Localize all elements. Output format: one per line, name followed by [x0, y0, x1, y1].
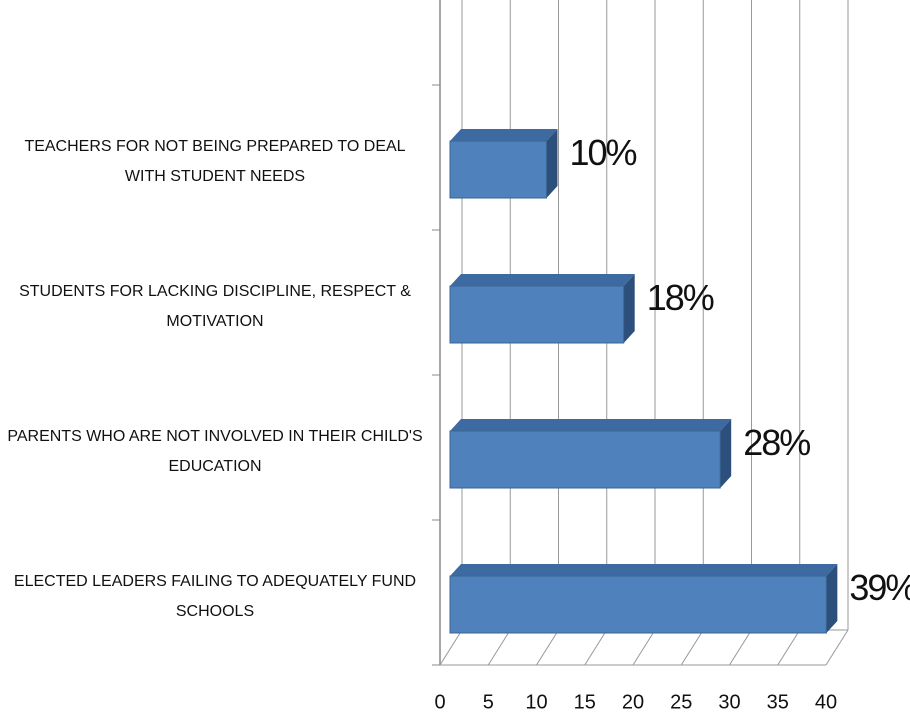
- bar-top: [450, 419, 732, 431]
- category-label: ELECTED LEADERS FAILING TO ADEQUATELY FU…: [13, 572, 417, 620]
- floor-grid-line: [680, 629, 704, 666]
- bar-top: [450, 129, 558, 141]
- bar-side: [826, 564, 838, 633]
- floor-grid-line: [536, 629, 559, 666]
- category-label: STUDENTS FOR LACKING DISCIPLINE, RESPECT…: [19, 282, 411, 330]
- data-label: 39%: [849, 567, 910, 608]
- floor-grid-line: [584, 629, 608, 666]
- category-label: TEACHERS FOR NOT BEING PREPARED TO DEAL …: [24, 137, 406, 185]
- x-tick-label: 30: [718, 691, 740, 713]
- x-tick-label: 35: [767, 691, 789, 713]
- data-label: 10%: [570, 132, 637, 173]
- x-tick-label: 20: [622, 691, 644, 713]
- bar-side: [623, 274, 635, 343]
- x-tick-label: 25: [670, 691, 692, 713]
- floor-grid-line: [729, 629, 752, 666]
- floor-grid-line: [632, 629, 656, 666]
- bar: [449, 140, 547, 199]
- bar-top: [450, 564, 838, 576]
- bar-top: [450, 274, 635, 286]
- data-label: 28%: [743, 422, 810, 463]
- x-tick-label: 5: [483, 691, 494, 713]
- data-label: 18%: [647, 277, 714, 318]
- floor-grid-line: [487, 629, 511, 666]
- category-label: PARENTS WHO ARE NOT INVOLVED IN THEIR CH…: [7, 427, 423, 475]
- bar-side: [546, 129, 558, 198]
- floor-grid-line: [825, 629, 849, 666]
- bar-side: [720, 419, 732, 488]
- bar: [449, 285, 625, 344]
- bar: [449, 430, 721, 489]
- x-tick-label: 40: [815, 691, 837, 713]
- bar: [449, 575, 827, 634]
- floor-grid-line: [439, 629, 463, 666]
- x-tick-label: 15: [574, 691, 596, 713]
- floor-grid-line: [777, 629, 801, 666]
- x-tick-label: 10: [525, 691, 547, 713]
- x-tick-label: 0: [434, 691, 445, 713]
